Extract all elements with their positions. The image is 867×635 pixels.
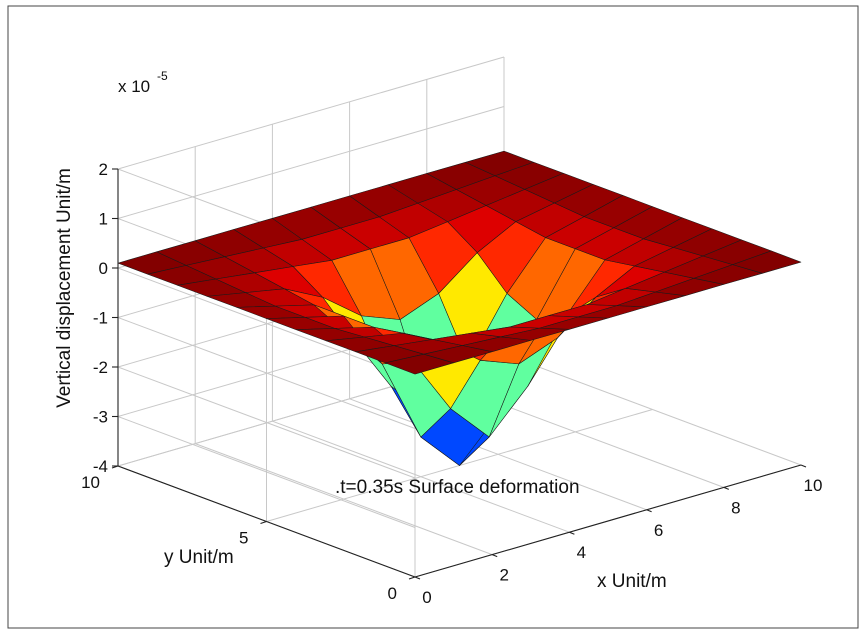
- z-tick-label: 0: [99, 259, 108, 278]
- z-axis-title: Vertical displacement Unit/m: [54, 168, 75, 408]
- x-axis-title: x Unit/m: [597, 571, 667, 592]
- wall-gridline-z: [117, 56, 505, 170]
- wall-gridline-z: [117, 416, 416, 528]
- y-tick-mark: [408, 576, 416, 580]
- wall-gridline-z: [117, 366, 416, 479]
- y-tick-label: 0: [388, 584, 397, 603]
- z-exponent-power: -5: [157, 69, 168, 83]
- x-tick-label: 0: [422, 588, 431, 607]
- y-tick-label: 10: [81, 473, 100, 492]
- x-tick-label: 10: [804, 476, 823, 495]
- x-tick-label: 8: [731, 498, 740, 517]
- y-tick-label: 5: [239, 529, 248, 548]
- z-exponent-base: x 10: [118, 77, 150, 96]
- surface-plot: [117, 150, 802, 466]
- x-tick-mark: [646, 509, 652, 513]
- z-tick-label: 2: [99, 160, 108, 179]
- x-tick-mark: [569, 531, 575, 535]
- x-tick-mark: [800, 464, 807, 468]
- x-tick-label: 2: [499, 566, 508, 585]
- wall-gridline-z: [117, 317, 416, 429]
- x-tick-mark: [491, 554, 498, 558]
- x-axis-line: [414, 464, 802, 578]
- wall-gridline-z: [117, 267, 416, 380]
- x-tick-mark: [723, 486, 730, 490]
- y-axis-title: y Unit/m: [164, 547, 234, 568]
- z-tick-label: -2: [93, 358, 108, 377]
- z-tick-label: -1: [93, 309, 108, 328]
- x-tick-label: 4: [577, 543, 586, 562]
- axis-labels: x 10 -5 Vertical displacement Unit/m y U…: [54, 69, 667, 592]
- z-tick-label: 1: [99, 210, 108, 229]
- x-tick-label: 6: [654, 521, 663, 540]
- z-tick-label: -4: [93, 457, 108, 476]
- y-tick-mark: [260, 520, 267, 525]
- z-tick-label: -3: [93, 408, 108, 427]
- chart-annotation: .t=0.35s Surface deformation: [335, 477, 580, 498]
- x-tick-mark: [414, 576, 421, 580]
- surface-patch: [732, 250, 802, 274]
- wall-gridline-z: [117, 106, 505, 219]
